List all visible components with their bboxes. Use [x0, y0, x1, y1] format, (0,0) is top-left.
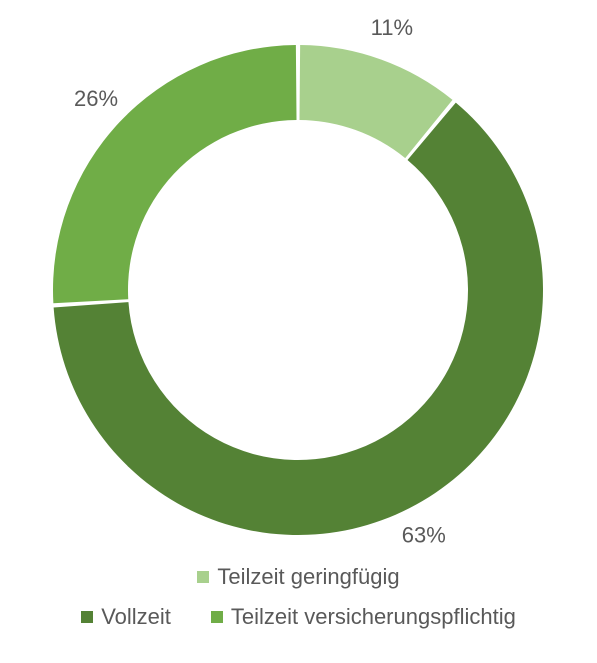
legend-row: Vollzeit Teilzeit versicherungspflichtig	[81, 604, 516, 630]
legend-item-teilzeit_gering: Teilzeit geringfügig	[197, 564, 399, 590]
legend-row: Teilzeit geringfügig	[197, 564, 399, 590]
legend-swatch-vollzeit	[81, 611, 93, 623]
donut-chart: 11% 63% 26%	[0, 0, 597, 560]
donut-segment-teilzeit_vers	[53, 45, 297, 303]
legend-label-teilzeit_vers: Teilzeit versicherungspflichtig	[231, 604, 516, 630]
legend-label-vollzeit: Vollzeit	[101, 604, 171, 630]
legend-item-vollzeit: Vollzeit	[81, 604, 171, 630]
donut-label-vollzeit: 63%	[402, 523, 446, 548]
legend-item-teilzeit_vers: Teilzeit versicherungspflichtig	[211, 604, 516, 630]
legend: Teilzeit geringfügig Vollzeit Teilzeit ver…	[0, 564, 597, 630]
legend-swatch-teilzeit_vers	[211, 611, 223, 623]
legend-label-teilzeit_gering: Teilzeit geringfügig	[217, 564, 399, 590]
donut-label-teilzeit_vers: 26%	[74, 86, 118, 111]
legend-swatch-teilzeit_gering	[197, 571, 209, 583]
donut-svg: 11% 63% 26%	[0, 0, 597, 560]
donut-label-teilzeit_gering: 11%	[371, 15, 413, 40]
